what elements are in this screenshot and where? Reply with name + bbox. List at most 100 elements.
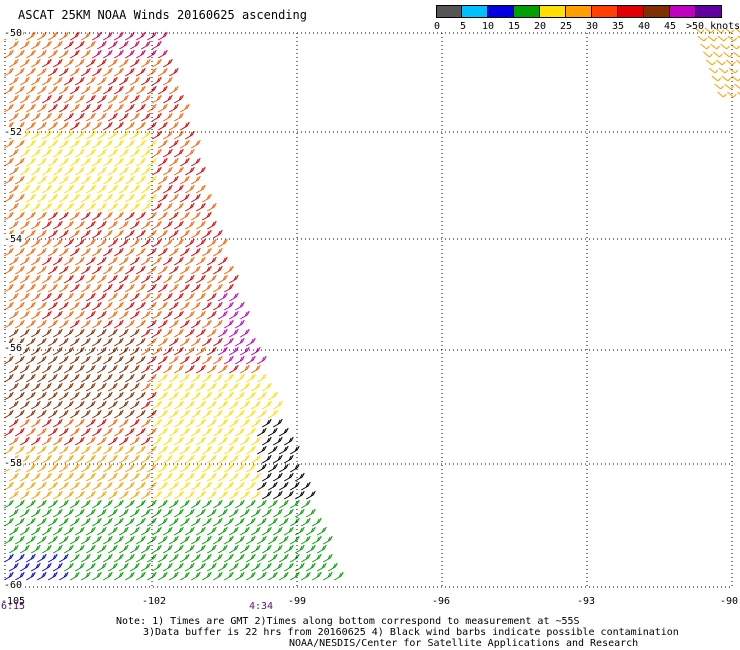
wind-barb [124, 571, 135, 581]
wind-barb [41, 508, 52, 518]
wind-barb [36, 103, 47, 113]
wind-barb [734, 27, 740, 33]
wind-barb [217, 382, 228, 392]
wind-barb [294, 526, 305, 536]
wind-barb [294, 472, 305, 482]
wind-barb [151, 292, 162, 302]
wind-barb [25, 517, 36, 527]
wind-barb [8, 382, 19, 392]
wind-barb [245, 571, 256, 581]
wind-barb [102, 445, 113, 455]
wind-barb [30, 220, 41, 230]
wind-barb [718, 67, 729, 74]
wind-barb [250, 562, 261, 572]
wind-barb [80, 517, 91, 527]
wind-barb [63, 202, 74, 212]
wind-barb [74, 562, 85, 572]
wind-barb [173, 166, 184, 176]
wind-barb [113, 535, 124, 545]
wind-barb [256, 499, 267, 509]
wind-barb [52, 472, 63, 482]
wind-barb [74, 364, 85, 374]
wind-barb [25, 193, 36, 203]
wind-barb [52, 112, 63, 122]
wind-barb [201, 445, 212, 455]
wind-barb [212, 481, 223, 491]
wind-barb [107, 94, 118, 104]
wind-barb [217, 544, 228, 554]
wind-barb [85, 526, 96, 536]
wind-barb [228, 562, 239, 572]
wind-barb [190, 301, 201, 311]
wind-barb [129, 454, 140, 464]
wind-barb [91, 499, 102, 509]
wind-barb [124, 157, 135, 167]
wind-barb [107, 400, 118, 410]
wind-barb [267, 481, 278, 491]
wind-barb [74, 148, 85, 158]
wind-barb [223, 427, 234, 437]
colorbar-segment [618, 5, 644, 18]
wind-barb [80, 355, 91, 365]
wind-barb [190, 247, 201, 257]
wind-barb [195, 310, 206, 320]
lon-label-93: -93 [577, 596, 596, 607]
wind-barb [727, 91, 737, 98]
wind-barb [74, 490, 85, 500]
wind-barb [735, 59, 740, 64]
wind-barb [179, 121, 190, 131]
wind-barb [173, 112, 184, 122]
wind-barb [140, 166, 151, 176]
wind-barb [256, 535, 267, 545]
wind-barb [234, 319, 245, 329]
wind-barb [91, 193, 102, 203]
wind-barb [124, 319, 135, 329]
wind-barb [107, 526, 118, 536]
wind-barb [157, 67, 168, 77]
wind-barb [316, 562, 327, 572]
wind-barb [107, 310, 118, 320]
wind-barb [25, 31, 36, 41]
wind-barb [14, 301, 25, 311]
wind-barb [267, 571, 278, 581]
wind-barb [212, 427, 223, 437]
wind-barb [140, 418, 151, 428]
wind-barb [80, 229, 91, 239]
wind-barb [74, 166, 85, 176]
wind-barb [300, 499, 311, 509]
wind-barb [80, 535, 91, 545]
wind-barb [96, 40, 107, 50]
wind-barb [19, 148, 30, 158]
wind-barb [129, 292, 140, 302]
wind-barb [113, 445, 124, 455]
wind-barb [250, 418, 261, 428]
wind-barb [162, 256, 173, 266]
wind-barb [129, 40, 140, 50]
wind-barb [278, 463, 289, 473]
wind-barb [30, 562, 41, 572]
wind-barb [190, 373, 201, 383]
wind-barb [157, 463, 168, 473]
wind-barb [47, 355, 58, 365]
wind-barb [85, 184, 96, 194]
wind-barb [85, 364, 96, 374]
wind-barb [228, 544, 239, 554]
wind-barb [190, 391, 201, 401]
wind-barb [118, 76, 129, 86]
wind-barb [102, 211, 113, 221]
wind-barb [228, 382, 239, 392]
wind-barb [69, 49, 80, 59]
wind-barb [36, 553, 47, 563]
wind-barb [212, 373, 223, 383]
wind-barb [173, 508, 184, 518]
wind-barb [212, 517, 223, 527]
wind-barb [173, 382, 184, 392]
wind-barb [14, 193, 25, 203]
wind-barb [146, 535, 157, 545]
wind-barb [146, 337, 157, 347]
wind-barb [36, 373, 47, 383]
wind-barb [217, 400, 228, 410]
wind-barb [124, 49, 135, 59]
wind-barb [245, 427, 256, 437]
wind-barb [124, 463, 135, 473]
